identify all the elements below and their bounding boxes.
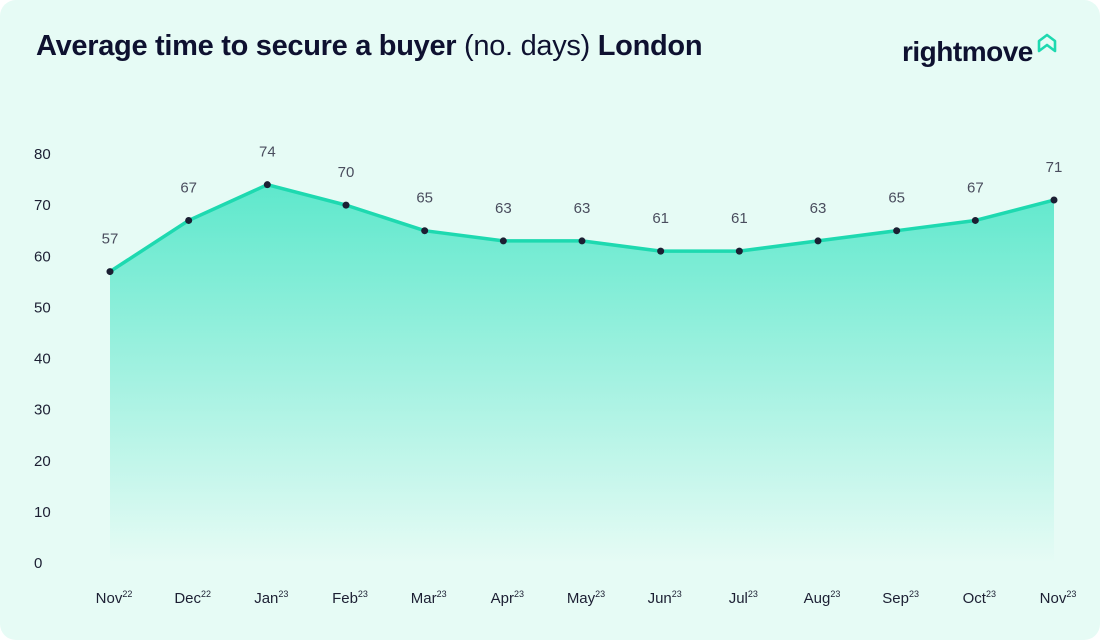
data-point [657, 247, 665, 255]
title-main: Average time to secure a buyer [36, 30, 457, 62]
x-tick-label: Jan23 [254, 589, 288, 607]
x-tick-label: May23 [567, 589, 605, 607]
y-tick-label: 40 [34, 351, 51, 368]
rightmove-logo: rightmove [902, 32, 1058, 68]
data-point [342, 201, 350, 209]
data-point [421, 227, 429, 235]
data-point [499, 237, 507, 245]
data-label: 70 [338, 164, 355, 181]
data-label: 61 [652, 210, 669, 227]
x-tick-label: Aug23 [804, 589, 841, 607]
x-tick-label: Jun23 [648, 589, 682, 607]
y-tick-label: 50 [34, 299, 51, 316]
house-icon [1037, 33, 1057, 53]
x-tick-label: Dec22 [174, 589, 211, 607]
y-tick-label: 30 [34, 402, 51, 419]
area-fill [110, 184, 1054, 564]
data-label: 71 [1046, 159, 1063, 176]
data-label: 61 [731, 210, 748, 227]
data-label: 57 [102, 231, 119, 248]
data-label: 65 [888, 190, 905, 207]
y-tick-label: 20 [34, 453, 51, 470]
x-tick-label: Jul23 [729, 589, 758, 607]
x-tick-label: Nov22 [96, 589, 133, 607]
y-tick-label: 0 [34, 555, 42, 572]
data-point [1050, 196, 1058, 204]
logo-text: rightmove [902, 36, 1033, 67]
data-label: 65 [416, 190, 433, 207]
x-tick-label: Apr23 [491, 589, 524, 607]
data-label: 74 [259, 144, 276, 161]
y-tick-label: 60 [34, 248, 51, 265]
title-location: London [597, 30, 703, 62]
data-point [106, 268, 114, 276]
data-point [578, 237, 586, 245]
data-label: 63 [574, 200, 591, 217]
data-point [263, 181, 271, 189]
x-tick-label: Oct23 [963, 589, 996, 607]
y-tick-label: 10 [34, 504, 51, 521]
chart-title: Average time to secure a buyer (no. days… [36, 30, 703, 63]
x-tick-label: Mar23 [411, 589, 447, 607]
x-tick-label: Feb23 [332, 589, 368, 607]
y-tick-label: 80 [34, 146, 51, 163]
data-label: 67 [967, 179, 984, 196]
data-label: 67 [180, 179, 197, 196]
x-tick-label: Nov23 [1040, 589, 1077, 607]
data-point [185, 216, 193, 224]
data-point [735, 247, 743, 255]
data-label: 63 [810, 200, 827, 217]
data-label: 63 [495, 200, 512, 217]
data-point [814, 237, 822, 245]
data-point [893, 227, 901, 235]
title-unit: (no. days) [464, 30, 590, 62]
data-point [971, 216, 979, 224]
x-tick-label: Sep23 [882, 589, 919, 607]
y-tick-label: 70 [34, 197, 51, 214]
